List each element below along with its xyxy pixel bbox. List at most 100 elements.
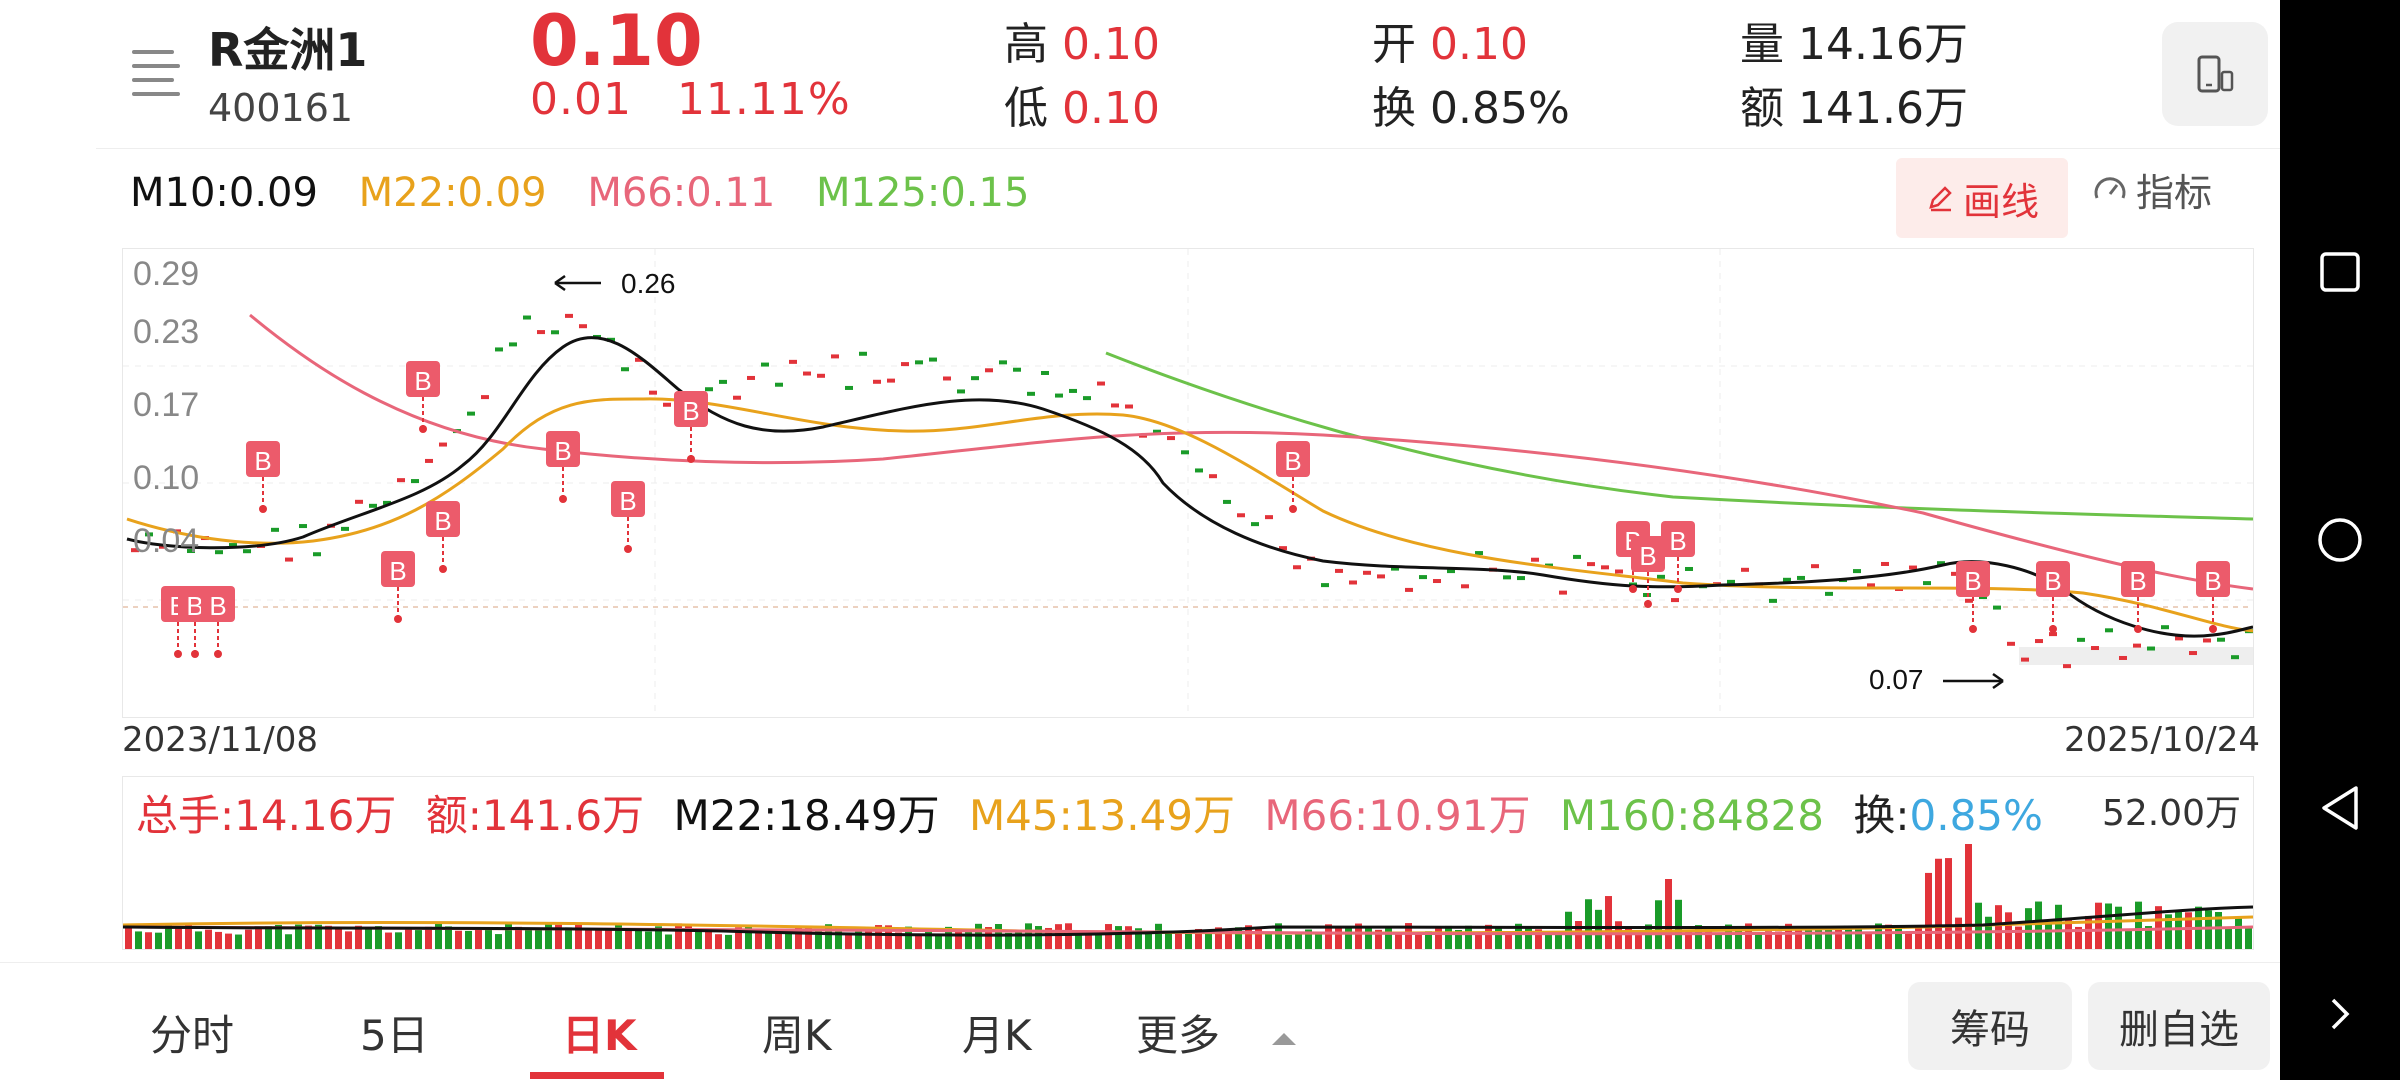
volume-bar	[2215, 911, 2222, 949]
volume-bar	[675, 923, 682, 949]
volume-bar	[1695, 925, 1702, 949]
candle	[817, 373, 825, 378]
max-annotation: 0.26	[554, 268, 676, 299]
candle	[971, 376, 979, 381]
volume-bar	[475, 929, 482, 949]
high-value: 0.10	[1062, 19, 1160, 70]
volume-bar	[365, 927, 372, 949]
volume-bar	[1165, 931, 1172, 949]
volume-bar	[325, 925, 332, 949]
volume-bar	[1825, 927, 1832, 949]
volume-bar	[1555, 934, 1562, 949]
volume-bar	[1135, 928, 1142, 949]
indicator-button[interactable]: 指标	[2092, 162, 2212, 217]
landscape-toggle-button[interactable]	[2162, 22, 2268, 126]
volume-bar	[425, 926, 432, 949]
kline-candles	[131, 313, 2253, 669]
draw-line-button[interactable]: 画线	[1896, 158, 2068, 238]
candle	[859, 351, 867, 356]
tab-5day[interactable]: 5日	[360, 1011, 429, 1060]
candle	[1419, 575, 1427, 580]
volume-bar	[1075, 934, 1082, 949]
volume-bar	[2115, 906, 2122, 949]
chevron-right-icon[interactable]	[2280, 996, 2400, 1032]
home-icon[interactable]	[2280, 516, 2400, 564]
buy-marker-label: B	[254, 446, 271, 476]
buy-marker-label: B	[186, 591, 203, 621]
buy-marker-label: B	[434, 506, 451, 536]
buy-marker: B	[246, 441, 280, 513]
volume-bar	[255, 927, 262, 949]
ma125-label: M125:0.15	[816, 170, 1030, 216]
tab-intraday[interactable]: 分时	[150, 1011, 235, 1060]
menu-icon[interactable]	[128, 46, 184, 96]
volume-bar	[1965, 844, 1972, 949]
volume-bar	[1305, 929, 1312, 949]
candle	[229, 543, 237, 548]
volume-value: 14.16万	[1798, 19, 1968, 70]
volume-bar	[585, 928, 592, 949]
tab-daily-k[interactable]: 日K	[562, 1011, 637, 1060]
volume-bar	[1035, 926, 1042, 949]
volume-bar	[1775, 931, 1782, 949]
volume-bar	[805, 926, 812, 949]
candle	[2231, 655, 2239, 660]
kline-chart[interactable]: BBBBBBBBBBBBBBBBBB 0.29 0.23 0.17 0.10 0…	[122, 248, 2254, 718]
volume-bar	[1285, 934, 1292, 949]
volume-label: 量	[1740, 19, 1784, 70]
volume-bar	[345, 931, 352, 949]
candle	[2021, 657, 2029, 662]
volume-bar	[435, 923, 442, 949]
volume-bar	[2145, 926, 2152, 949]
candle	[1797, 575, 1805, 580]
volume-bar	[355, 925, 362, 949]
volume-bar	[1745, 923, 1752, 949]
candle	[1251, 522, 1259, 527]
candle	[1517, 576, 1525, 581]
candle	[1209, 474, 1217, 479]
buy-marker-label: B	[1639, 541, 1656, 571]
candle	[761, 362, 769, 367]
buy-marker-label: B	[1669, 526, 1686, 556]
candle	[999, 360, 1007, 365]
candle	[1993, 605, 2001, 610]
chips-button[interactable]: 筹码	[1908, 982, 2072, 1070]
candle	[831, 354, 839, 359]
back-icon[interactable]	[2280, 784, 2400, 832]
candle	[523, 315, 531, 320]
volume-bar	[885, 925, 892, 949]
volume-bar	[895, 932, 902, 949]
remove-watchlist-button[interactable]: 删自选	[2088, 982, 2270, 1070]
volume-bar	[1115, 926, 1122, 949]
open-label: 开	[1372, 19, 1416, 70]
tab-monthly-k[interactable]: 月K	[962, 1011, 1032, 1060]
system-nav-bar	[2280, 0, 2400, 1080]
recent-apps-icon[interactable]	[2280, 250, 2400, 294]
volume-bar	[715, 934, 722, 949]
volume-bar	[1685, 931, 1692, 949]
candle	[635, 357, 643, 362]
candle	[2007, 641, 2015, 646]
volume-bar	[2125, 928, 2132, 949]
candle	[285, 557, 293, 562]
low-value: 0.10	[1062, 83, 1160, 134]
volume-bar	[1255, 928, 1262, 949]
tab-more[interactable]: 更多	[1136, 1002, 1299, 1063]
candle	[1881, 561, 1889, 566]
change-percent: 11.11%	[676, 74, 851, 125]
volume-bar	[1795, 927, 1802, 949]
current-price: 0.10	[530, 0, 703, 82]
candle	[215, 550, 223, 555]
volume-bar	[2185, 912, 2192, 949]
volume-bar	[785, 933, 792, 949]
candle	[1055, 393, 1063, 398]
volume-bar	[1715, 934, 1722, 949]
tab-weekly-k[interactable]: 周K	[762, 1011, 832, 1060]
volume-bar	[925, 929, 932, 949]
volume-chart[interactable]	[122, 776, 2254, 950]
volume-bar	[1755, 933, 1762, 949]
volume-bar	[185, 923, 192, 949]
y-tick-0: 0.29	[133, 255, 199, 293]
volume-bar	[1215, 927, 1222, 949]
tab-more-label: 更多	[1136, 1011, 1221, 1060]
